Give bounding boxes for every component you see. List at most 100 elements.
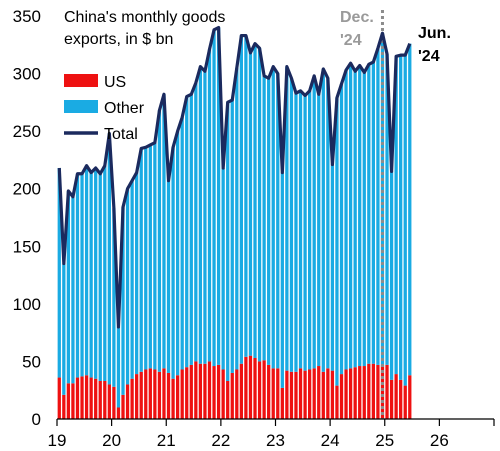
y-tick-label: 50 xyxy=(22,352,41,371)
other-bar xyxy=(103,165,107,382)
us-bar xyxy=(180,369,184,419)
us-bar xyxy=(216,364,221,419)
other-bar xyxy=(144,147,148,370)
x-tick-label: 19 xyxy=(48,431,67,450)
other-bar xyxy=(262,75,266,361)
us-bar xyxy=(271,368,275,419)
us-bar xyxy=(89,377,93,419)
us-bar xyxy=(207,361,212,419)
us-bar xyxy=(394,374,398,419)
us-bar xyxy=(212,366,216,419)
other-bar xyxy=(207,49,212,362)
other-bar xyxy=(276,73,280,369)
total-line xyxy=(57,25,412,329)
other-bar xyxy=(80,173,84,377)
other-bar xyxy=(267,78,271,365)
other-bar xyxy=(371,62,376,364)
other-bar xyxy=(71,196,75,384)
legend-other-swatch xyxy=(64,100,98,113)
us-bar xyxy=(298,368,303,419)
us-bar xyxy=(139,371,143,419)
other-bar xyxy=(84,165,89,376)
other-bar xyxy=(75,173,80,378)
legend: US Other Total xyxy=(64,74,145,143)
other-bar xyxy=(235,67,239,370)
us-bar xyxy=(317,366,321,419)
other-bar xyxy=(135,172,139,375)
x-tick-label: 21 xyxy=(157,431,176,450)
other-bar xyxy=(221,167,225,370)
us-bar xyxy=(385,364,389,419)
annotation-dec-line-1: Dec. xyxy=(340,9,374,26)
us-bar xyxy=(294,371,298,419)
other-bar xyxy=(257,48,262,362)
us-bar xyxy=(353,367,357,419)
y-tick-label: 250 xyxy=(13,122,41,141)
other-bar xyxy=(203,71,207,364)
other-bar xyxy=(166,180,171,373)
other-bar xyxy=(198,66,203,364)
x-tick-label: 22 xyxy=(211,431,230,450)
us-bar xyxy=(112,386,116,419)
other-bar xyxy=(298,90,303,369)
us-bar xyxy=(308,369,312,419)
other-bar xyxy=(362,72,366,367)
other-bar xyxy=(399,55,403,380)
annotation-dec-line-2: '24 xyxy=(340,32,362,49)
us-bar xyxy=(107,384,111,419)
us-bar xyxy=(153,369,157,419)
us-bar xyxy=(157,371,162,419)
other-bar xyxy=(408,43,412,376)
other-bars xyxy=(57,27,412,408)
other-bar xyxy=(335,97,339,386)
other-bar xyxy=(185,96,189,368)
us-bar xyxy=(330,370,335,419)
us-bar xyxy=(376,364,380,419)
us-bar xyxy=(148,368,152,419)
y-tick-label: 300 xyxy=(13,65,41,84)
us-bar xyxy=(285,370,289,419)
legend-us-label: US xyxy=(104,74,126,91)
us-bar xyxy=(198,363,203,419)
other-bar xyxy=(344,70,348,370)
other-bar xyxy=(394,56,398,375)
other-bar xyxy=(403,55,407,386)
us-bar xyxy=(253,357,257,419)
other-bar xyxy=(230,100,234,373)
us-bar xyxy=(312,368,316,419)
other-bar xyxy=(121,207,125,395)
other-bar xyxy=(226,102,230,382)
us-bar xyxy=(203,363,207,419)
us-bar xyxy=(408,375,412,419)
us-bar xyxy=(248,355,253,419)
other-bar xyxy=(326,78,330,369)
other-bar xyxy=(358,65,362,367)
us-bar xyxy=(116,407,121,419)
other-bar xyxy=(98,173,102,382)
us-bars xyxy=(57,355,412,419)
us-bar xyxy=(189,364,193,419)
other-bar xyxy=(189,94,193,365)
us-bar xyxy=(175,375,180,419)
us-bar xyxy=(66,383,71,419)
us-bar xyxy=(335,385,339,419)
other-bar xyxy=(148,144,152,369)
us-bar xyxy=(144,369,148,419)
us-bar xyxy=(130,378,134,419)
us-bar xyxy=(71,383,75,419)
us-bar xyxy=(303,370,307,419)
other-bar xyxy=(239,35,243,364)
us-bar xyxy=(103,381,107,419)
us-bar xyxy=(94,378,98,419)
other-bar xyxy=(107,133,111,385)
y-tick-label: 0 xyxy=(32,410,41,429)
other-bar xyxy=(112,208,116,387)
us-bar xyxy=(226,381,230,419)
other-bar xyxy=(367,64,371,364)
other-bar xyxy=(130,180,134,379)
us-bar xyxy=(244,356,248,419)
us-bar xyxy=(98,381,102,419)
other-bar xyxy=(175,131,180,376)
us-bar xyxy=(367,363,371,419)
